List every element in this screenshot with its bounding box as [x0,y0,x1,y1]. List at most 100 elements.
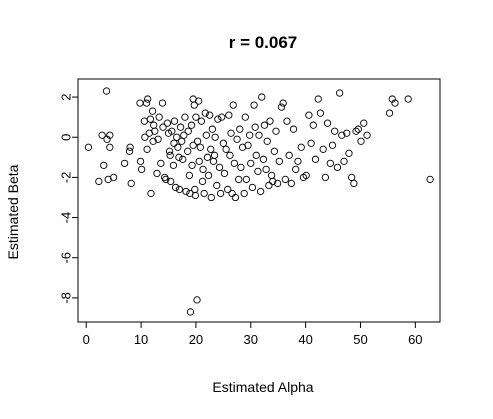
data-point [302,171,310,180]
data-point [305,111,313,119]
data-point [204,171,213,180]
data-point [84,143,93,151]
data-point [158,99,167,107]
y-axis: -8 -6 -4 -2 0 2 [59,93,78,304]
y-tick-label: -2 [59,172,74,184]
data-point [287,179,296,188]
data-point [247,159,255,167]
data-point [222,145,230,153]
data-point [229,101,237,109]
data-point [136,99,144,107]
x-tick-label: 30 [244,332,258,347]
y-tick-label: 0 [59,134,74,141]
data-point [186,308,195,316]
data-point [242,175,251,184]
data-point [202,131,210,139]
data-point [231,193,240,202]
data-point [166,151,174,159]
data-point [175,153,183,161]
data-point [98,131,106,139]
data-point [216,189,225,198]
data-point [180,131,188,139]
data-point [165,147,174,155]
data-point [307,139,315,147]
data-point [211,133,219,141]
data-point [333,163,342,172]
data-point [150,121,158,129]
data-point [203,153,212,161]
data-point [209,157,218,165]
data-point [258,93,266,101]
data-point [279,99,287,107]
data-point [350,179,358,188]
data-point [426,175,434,184]
data-point [102,87,111,95]
data-point [254,167,262,176]
data-point [241,113,249,121]
data-point [314,95,322,103]
data-point [193,296,201,304]
data-point [181,113,189,121]
data-point [326,159,334,167]
x-tick-label: 10 [134,332,148,347]
data-point [220,169,229,178]
data-point [191,191,200,200]
data-point [190,101,198,109]
data-point [205,111,214,119]
data-point [195,97,203,105]
data-point [259,155,268,163]
data-point [269,177,277,186]
data-point [294,157,302,165]
data-point [170,139,178,147]
data-point [316,109,325,117]
data-point [171,183,180,192]
data-point [252,151,260,159]
plot-frame [77,78,441,323]
data-point [193,137,202,145]
data-point [140,117,149,125]
data-point [219,139,227,147]
data-point [168,127,176,135]
data-point [275,157,283,165]
data-point [285,151,293,159]
data-point [215,163,224,172]
data-point [170,117,179,125]
data-point [250,101,258,109]
data-point [233,135,241,143]
data-point [154,135,162,143]
data-point [266,117,274,125]
data-point [277,103,286,111]
data-point [147,189,155,198]
data-point [197,117,206,125]
y-tick-label: -8 [59,292,74,304]
y-tick-label: 2 [59,93,74,100]
data-point [225,111,233,119]
x-tick-label: 20 [189,332,203,347]
data-point [283,117,291,125]
data-point [214,115,222,123]
data-point [179,155,187,163]
data-point [146,115,155,123]
data-point [192,113,200,121]
data-point [210,151,219,159]
data-point [335,89,344,97]
data-point [175,185,184,194]
data-points [84,87,434,316]
data-point [188,161,196,170]
x-axis-label: Estimated Alpha [212,379,313,395]
data-point [331,127,339,135]
data-point [196,143,204,151]
data-point [184,147,192,155]
data-point [230,159,238,167]
data-point [309,121,317,129]
data-point [157,159,165,167]
data-point [363,131,371,139]
y-tick-label: -4 [59,212,74,224]
data-point [270,147,279,155]
data-point [345,149,353,157]
data-point [201,109,209,117]
data-point [106,143,114,151]
data-point [136,157,145,165]
data-point [149,137,157,145]
data-point [246,131,254,139]
